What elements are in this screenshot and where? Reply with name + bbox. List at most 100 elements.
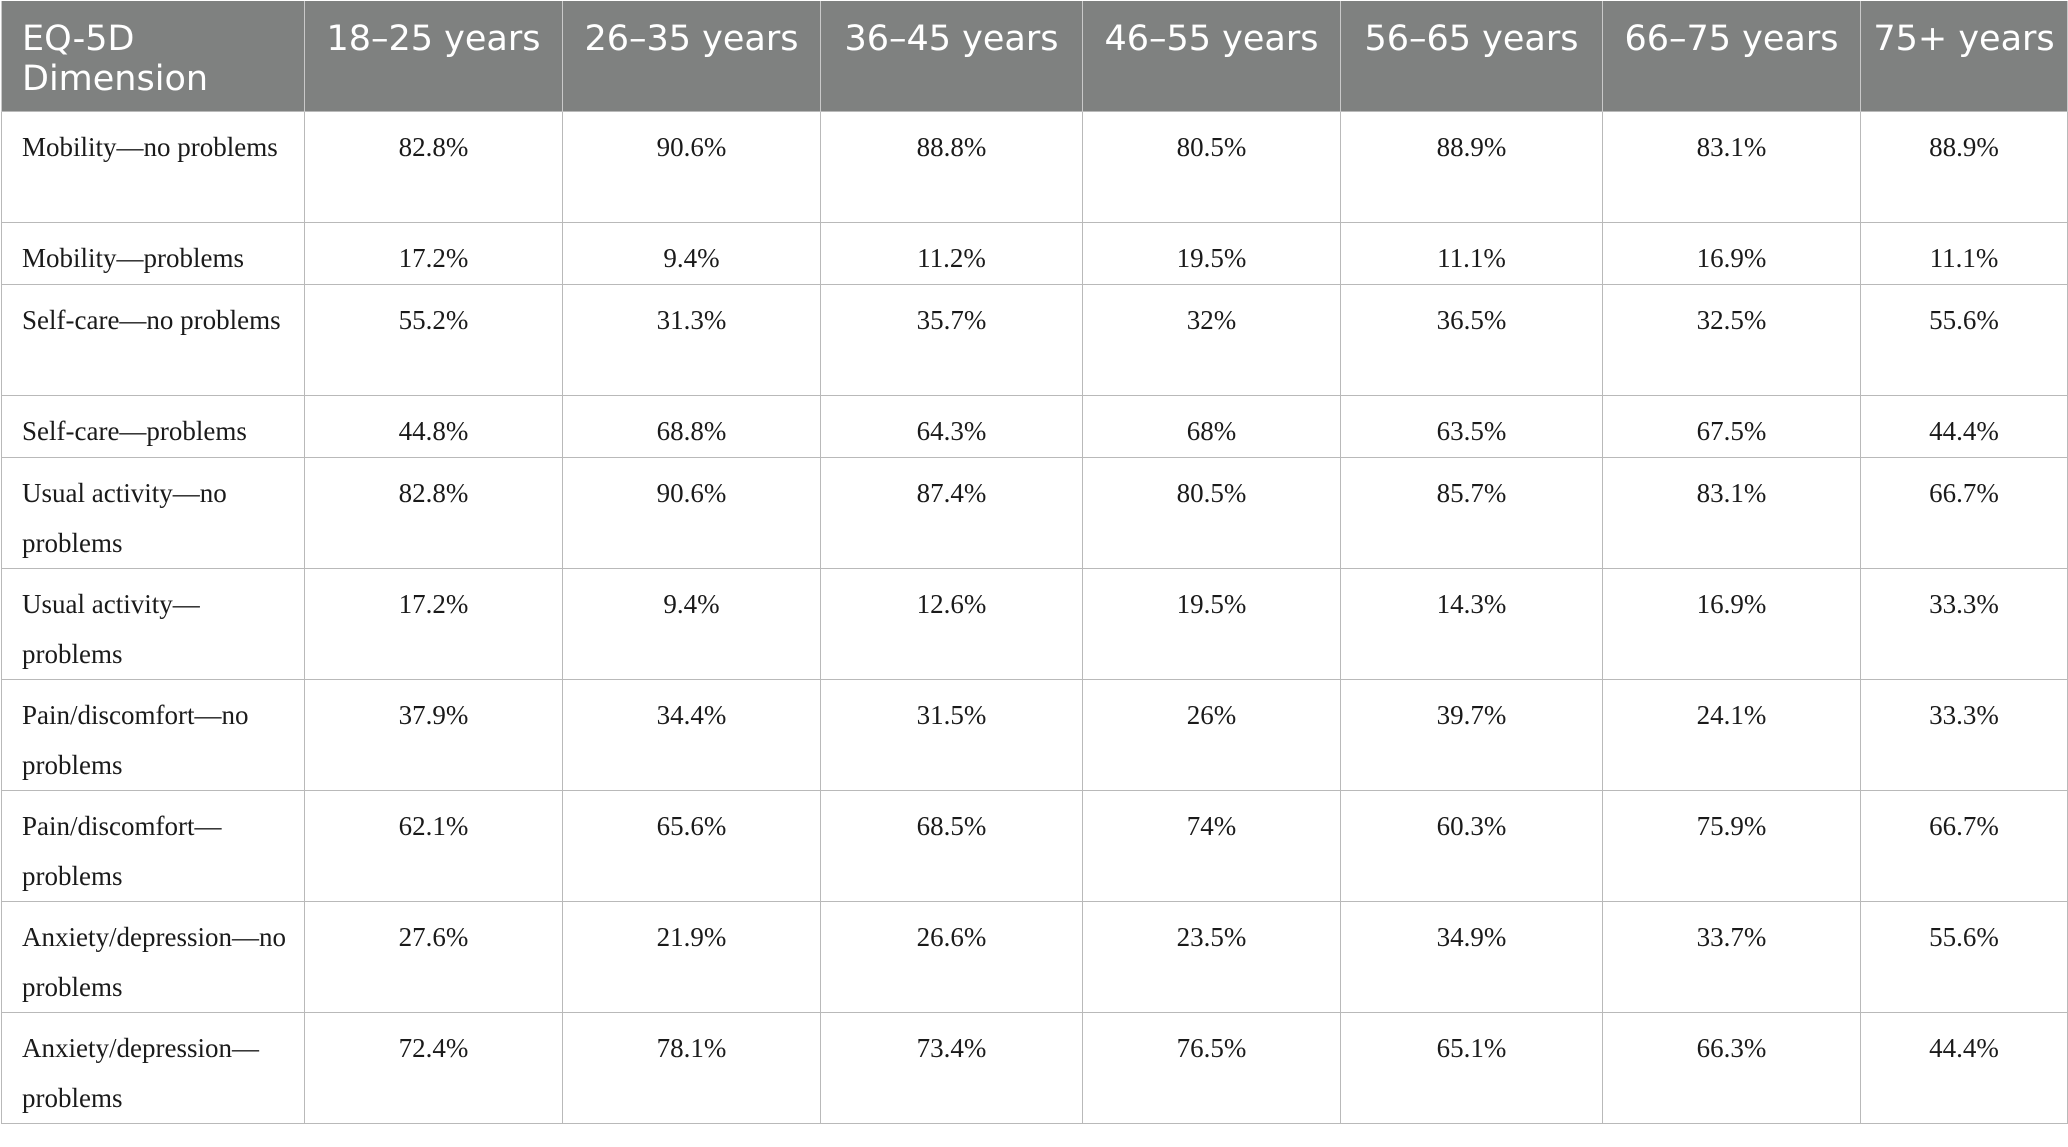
- table-cell: 55.2%: [304, 284, 563, 396]
- table-cell: 17.2%: [304, 568, 563, 680]
- table-cell: 24.1%: [1602, 679, 1861, 791]
- row-dimension-label: Mobility—problems: [1, 222, 305, 285]
- table-cell: 67.5%: [1602, 395, 1861, 458]
- eq5d-table: EQ-5D Dimension 18–25 years 26–35 years …: [1, 1, 2068, 1124]
- table-cell: 27.6%: [304, 901, 563, 1013]
- table-cell: 66.7%: [1860, 790, 2068, 902]
- table-cell: 31.5%: [820, 679, 1083, 791]
- table-body: Mobility—no problems 82.8% 90.6% 88.8% 8…: [1, 111, 2068, 1124]
- header-age-36-45: 36–45 years: [820, 1, 1083, 112]
- table-cell: 78.1%: [562, 1012, 821, 1124]
- table-cell: 11.2%: [820, 222, 1083, 285]
- table-cell: 88.9%: [1860, 111, 2068, 223]
- table-row: Usual activity—no problems 82.8% 90.6% 8…: [1, 457, 2068, 569]
- table-cell: 35.7%: [820, 284, 1083, 396]
- table-cell: 90.6%: [562, 111, 821, 223]
- table-cell: 87.4%: [820, 457, 1083, 569]
- table-row: Self-care—no problems 55.2% 31.3% 35.7% …: [1, 284, 2068, 396]
- table-cell: 64.3%: [820, 395, 1083, 458]
- table-cell: 44.8%: [304, 395, 563, 458]
- table-cell: 19.5%: [1082, 222, 1341, 285]
- row-dimension-label: Pain/discomfort—problems: [1, 790, 305, 902]
- table-cell: 66.7%: [1860, 457, 2068, 569]
- table-cell: 72.4%: [304, 1012, 563, 1124]
- table-row: Pain/discomfort—no problems 37.9% 34.4% …: [1, 679, 2068, 791]
- table-cell: 21.9%: [562, 901, 821, 1013]
- table-cell: 34.9%: [1340, 901, 1603, 1013]
- table-cell: 9.4%: [562, 568, 821, 680]
- header-age-18-25: 18–25 years: [304, 1, 563, 112]
- table-cell: 32%: [1082, 284, 1341, 396]
- table-row: Usual activity—problems 17.2% 9.4% 12.6%…: [1, 568, 2068, 680]
- header-age-26-35: 26–35 years: [562, 1, 821, 112]
- header-age-56-65: 56–65 years: [1340, 1, 1603, 112]
- table-cell: 26.6%: [820, 901, 1083, 1013]
- table-cell: 74%: [1082, 790, 1341, 902]
- table-cell: 37.9%: [304, 679, 563, 791]
- header-age-75-plus: 75+ years: [1860, 1, 2068, 112]
- table-row: Anxiety/depression—no problems 27.6% 21.…: [1, 901, 2068, 1013]
- table-cell: 76.5%: [1082, 1012, 1341, 1124]
- row-dimension-label: Mobility—no problems: [1, 111, 305, 223]
- table-cell: 65.1%: [1340, 1012, 1603, 1124]
- table-cell: 73.4%: [820, 1012, 1083, 1124]
- table-cell: 68.5%: [820, 790, 1083, 902]
- header-age-46-55: 46–55 years: [1082, 1, 1341, 112]
- row-dimension-label: Anxiety/depression—problems: [1, 1012, 305, 1124]
- table-cell: 68%: [1082, 395, 1341, 458]
- header-dimension: EQ-5D Dimension: [1, 1, 305, 112]
- table-row: Pain/discomfort—problems 62.1% 65.6% 68.…: [1, 790, 2068, 902]
- table-cell: 26%: [1082, 679, 1341, 791]
- table-header: EQ-5D Dimension 18–25 years 26–35 years …: [1, 1, 2068, 112]
- row-dimension-label: Self-care—no problems: [1, 284, 305, 396]
- table-cell: 11.1%: [1340, 222, 1603, 285]
- table-cell: 63.5%: [1340, 395, 1603, 458]
- table-row: Mobility—problems 17.2% 9.4% 11.2% 19.5%…: [1, 222, 2068, 285]
- row-dimension-label: Anxiety/depression—no problems: [1, 901, 305, 1013]
- table-cell: 12.6%: [820, 568, 1083, 680]
- header-age-66-75: 66–75 years: [1602, 1, 1861, 112]
- table-cell: 23.5%: [1082, 901, 1341, 1013]
- table-cell: 9.4%: [562, 222, 821, 285]
- table-cell: 16.9%: [1602, 568, 1861, 680]
- row-dimension-label: Usual activity—no problems: [1, 457, 305, 569]
- table-cell: 19.5%: [1082, 568, 1341, 680]
- table-cell: 62.1%: [304, 790, 563, 902]
- header-row: EQ-5D Dimension 18–25 years 26–35 years …: [1, 1, 2068, 112]
- table-row: Self-care—problems 44.8% 68.8% 64.3% 68%…: [1, 395, 2068, 458]
- table-cell: 33.3%: [1860, 679, 2068, 791]
- table-cell: 16.9%: [1602, 222, 1861, 285]
- table-cell: 55.6%: [1860, 901, 2068, 1013]
- table-cell: 33.3%: [1860, 568, 2068, 680]
- table-row: Anxiety/depression—problems 72.4% 78.1% …: [1, 1012, 2068, 1124]
- table-cell: 60.3%: [1340, 790, 1603, 902]
- table-cell: 88.9%: [1340, 111, 1603, 223]
- table-cell: 75.9%: [1602, 790, 1861, 902]
- table-cell: 83.1%: [1602, 457, 1861, 569]
- table-cell: 55.6%: [1860, 284, 2068, 396]
- table-cell: 65.6%: [562, 790, 821, 902]
- table-cell: 39.7%: [1340, 679, 1603, 791]
- table-cell: 68.8%: [562, 395, 821, 458]
- row-dimension-label: Pain/discomfort—no problems: [1, 679, 305, 791]
- table-row: Mobility—no problems 82.8% 90.6% 88.8% 8…: [1, 111, 2068, 223]
- table-cell: 33.7%: [1602, 901, 1861, 1013]
- table-cell: 14.3%: [1340, 568, 1603, 680]
- table-cell: 66.3%: [1602, 1012, 1861, 1124]
- row-dimension-label: Self-care—problems: [1, 395, 305, 458]
- table-cell: 44.4%: [1860, 1012, 2068, 1124]
- table-cell: 34.4%: [562, 679, 821, 791]
- row-dimension-label: Usual activity—problems: [1, 568, 305, 680]
- table-cell: 88.8%: [820, 111, 1083, 223]
- table-cell: 80.5%: [1082, 111, 1341, 223]
- table-cell: 17.2%: [304, 222, 563, 285]
- table-cell: 82.8%: [304, 457, 563, 569]
- table-cell: 82.8%: [304, 111, 563, 223]
- table-cell: 36.5%: [1340, 284, 1603, 396]
- table-cell: 83.1%: [1602, 111, 1861, 223]
- table-cell: 32.5%: [1602, 284, 1861, 396]
- table-cell: 44.4%: [1860, 395, 2068, 458]
- table-cell: 11.1%: [1860, 222, 2068, 285]
- table-cell: 90.6%: [562, 457, 821, 569]
- table-cell: 85.7%: [1340, 457, 1603, 569]
